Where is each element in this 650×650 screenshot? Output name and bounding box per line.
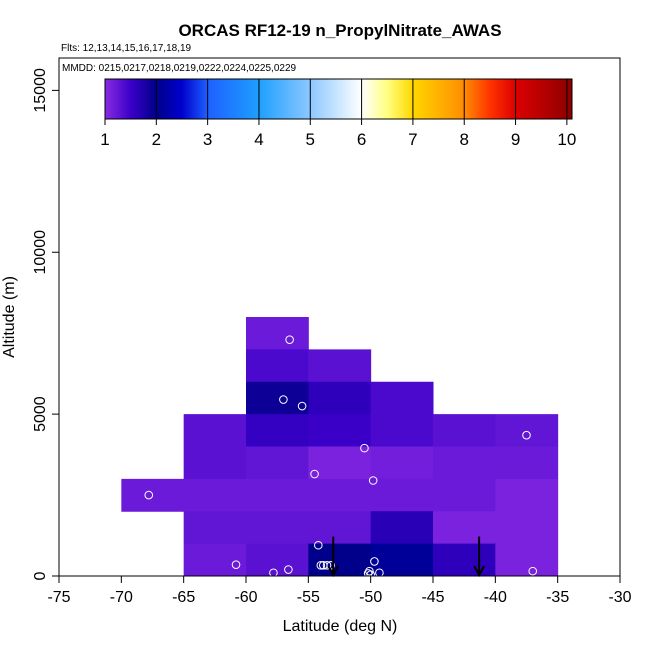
heatmap-cell — [370, 446, 434, 480]
colorbar-tick-label: 5 — [306, 130, 315, 149]
heatmap-cell — [370, 511, 434, 545]
heatmap-cell — [433, 478, 496, 512]
colorbar-tick-label: 9 — [511, 130, 520, 149]
x-axis-label: Latitude (deg N) — [283, 618, 398, 635]
heatmap-cell — [370, 414, 434, 447]
heatmap-cell — [246, 414, 309, 447]
heatmap-cell — [183, 414, 247, 447]
x-tick-label: -40 — [484, 589, 507, 606]
x-axis: -75 -70 -65 -60 -55 -50 -45 -40 -35 -30 — [47, 576, 632, 606]
x-tick-label: -75 — [47, 589, 70, 606]
sample-point — [144, 490, 154, 500]
y-axis: 0 5000 10000 15000 — [32, 68, 59, 580]
sample-point — [360, 443, 369, 453]
colorbar-tick-label: 3 — [203, 130, 212, 149]
sample-point — [269, 568, 278, 578]
y-tick-label: 5000 — [32, 396, 49, 432]
sample-point — [375, 568, 384, 578]
heatmap-cell — [495, 511, 559, 545]
x-tick-label: -30 — [608, 589, 631, 606]
colorbar-tick-label: 4 — [254, 130, 263, 149]
sample-point — [370, 557, 379, 566]
heatmap-cell — [308, 349, 372, 383]
sample-point — [528, 566, 538, 576]
sample-point — [368, 476, 378, 485]
chart-title: ORCAS RF12-19 n_PropylNitrate_AWAS — [178, 21, 501, 40]
heatmap-cell — [246, 446, 309, 480]
y-axis-label: Altitude (m) — [1, 276, 18, 358]
heatmap-cell — [246, 317, 309, 350]
heatmap-cell — [495, 543, 559, 577]
y-tick-label: 15000 — [32, 68, 49, 113]
y-tick-label: 0 — [32, 571, 49, 580]
heatmap-cell — [308, 511, 372, 545]
heatmap-cell — [370, 381, 434, 415]
sample-point — [279, 395, 288, 404]
x-tick-label: -45 — [421, 589, 444, 606]
sample-point — [310, 469, 319, 479]
heatmap-cell — [433, 414, 496, 447]
sample-point — [285, 335, 294, 344]
sample-point — [231, 560, 241, 569]
heatmap-cell — [433, 511, 496, 545]
x-tick-label: -35 — [546, 589, 569, 606]
flights-label: Flts: 12,13,14,15,16,17,18,19 — [61, 43, 192, 54]
sample-point — [365, 566, 374, 576]
dates-label: MMDD: 0215,0217,0218,0219,0222,0224,0225… — [62, 63, 297, 74]
colorbar-ticks: 1 2 3 4 5 6 7 8 9 10 — [100, 79, 576, 149]
y-tick-label: 10000 — [32, 230, 49, 275]
heatmap-cell — [246, 511, 309, 545]
colorbar-tick-label: 1 — [100, 130, 109, 149]
x-tick-label: -50 — [359, 589, 382, 606]
heatmap-cell — [433, 543, 496, 577]
colorbar-tick-label: 7 — [408, 130, 417, 149]
heatmap-cell — [183, 446, 247, 480]
heatmap-cell — [308, 381, 372, 415]
colorbar: 1 2 3 4 5 6 7 8 9 10 — [100, 78, 576, 149]
sample-point — [284, 565, 293, 574]
heatmap-cell — [308, 414, 372, 447]
heatmap-cell — [246, 543, 309, 577]
colorbar-tick-label: 8 — [459, 130, 468, 149]
heatmap-cell — [246, 381, 309, 415]
heatmap-cell — [246, 478, 309, 512]
heatmap-cell — [183, 543, 247, 577]
arrow-head — [327, 565, 340, 578]
x-tick-label: -65 — [172, 589, 195, 606]
flight-arrows — [327, 536, 486, 578]
sample-point — [297, 401, 307, 411]
sample-points — [144, 335, 538, 580]
heatmap-cells — [121, 317, 559, 577]
heatmap-cell — [495, 478, 559, 512]
heatmap-cell — [433, 446, 496, 480]
sample-point — [314, 540, 323, 550]
x-tick-label: -70 — [110, 589, 133, 606]
plot-frame — [58, 57, 621, 577]
sample-point — [316, 561, 326, 570]
heatmap-cell — [495, 446, 559, 480]
heatmap-cell — [183, 511, 247, 545]
heatmap-cell — [370, 543, 434, 577]
heatmap-cell — [495, 414, 559, 447]
sample-point — [322, 561, 332, 570]
colorbar-tick-label: 6 — [357, 130, 366, 149]
sample-point — [522, 430, 531, 440]
heatmap-cell — [308, 478, 372, 512]
heatmap-cell — [370, 478, 434, 512]
colorbar-gradient — [104, 78, 573, 120]
heatmap-cell — [246, 349, 309, 383]
colorbar-tick-label: 10 — [557, 130, 576, 149]
arrow-head — [473, 565, 486, 578]
x-tick-label: -60 — [234, 589, 257, 606]
colorbar-tick-label: 2 — [152, 130, 161, 149]
x-tick-label: -55 — [297, 589, 320, 606]
heatmap-cell — [183, 478, 247, 512]
